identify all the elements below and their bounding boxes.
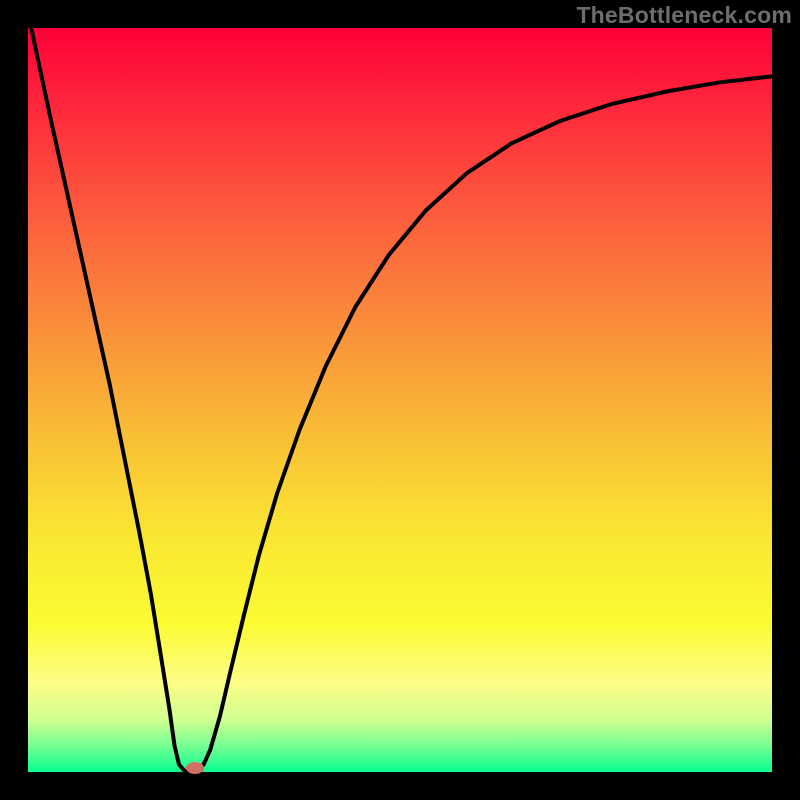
chart-frame: TheBottleneck.com <box>0 0 800 800</box>
plot-area <box>28 28 772 772</box>
curve-layer <box>28 28 772 772</box>
watermark-text: TheBottleneck.com <box>576 2 792 29</box>
optimal-point-marker <box>186 762 204 774</box>
bottleneck-curve <box>28 13 772 772</box>
